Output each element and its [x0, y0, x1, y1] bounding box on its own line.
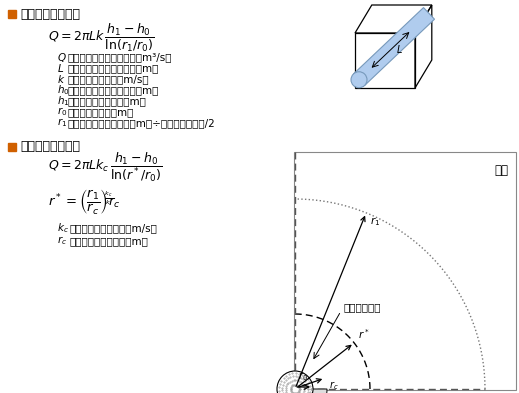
Text: ：要素境界の全水頭（m）: ：要素境界の全水頭（m） [67, 96, 146, 106]
Text: ：改良域までの半径（m）: ：改良域までの半径（m） [69, 236, 148, 246]
Text: $Q$: $Q$ [57, 50, 67, 64]
Text: $r_1$: $r_1$ [370, 215, 380, 228]
Text: $r_c$: $r_c$ [329, 379, 339, 392]
Text: 改良工がある場合: 改良工がある場合 [20, 141, 80, 154]
Text: $r_1$: $r_1$ [57, 117, 67, 129]
Text: ：トンネル半径（m）: ：トンネル半径（m） [67, 107, 133, 117]
Text: $L$: $L$ [57, 62, 64, 74]
Text: $r_0$: $r_0$ [298, 370, 308, 383]
Text: $k_c$: $k_c$ [57, 221, 69, 235]
Text: 仮想トンネル: 仮想トンネル [343, 302, 380, 312]
Text: $r_0$: $r_0$ [57, 106, 67, 118]
Circle shape [277, 371, 313, 393]
Bar [294, 152, 516, 390]
Text: ：改良域の透水係数（m/s）: ：改良域の透水係数（m/s） [69, 223, 157, 233]
Text: 要素: 要素 [494, 164, 508, 177]
Text: ：トンネル中心の全水頭（m）: ：トンネル中心の全水頭（m） [67, 85, 158, 95]
Text: $Q = 2\pi Lk_c\,\dfrac{h_1 - h_0}{\ln(r^* / r_0)}$: $Q = 2\pi Lk_c\,\dfrac{h_1 - h_0}{\ln(r^… [48, 151, 162, 184]
Bar [8, 143, 16, 151]
Bar [8, 10, 16, 18]
Text: $L$: $L$ [395, 42, 402, 55]
Text: $r^* = \left(\dfrac{r_1}{r_c}\right)^{\!\!\frac{k_c}{k}}\!\! r_c$: $r^* = \left(\dfrac{r_1}{r_c}\right)^{\!… [48, 187, 121, 215]
Text: ：要素内のトンネル長さ（m）: ：要素内のトンネル長さ（m） [67, 63, 158, 73]
Text: $k$: $k$ [57, 73, 65, 85]
Text: 改良工が無い場合: 改良工が無い場合 [20, 7, 80, 20]
Text: $r^*$: $r^*$ [358, 327, 370, 341]
Text: ：単位時間あたりの流量（m³/s）: ：単位時間あたりの流量（m³/s） [67, 52, 171, 62]
Text: $Q = 2\pi Lk\,\dfrac{h_1 - h_0}{\ln(r_1 / r_0)}$: $Q = 2\pi Lk\,\dfrac{h_1 - h_0}{\ln(r_1 … [48, 22, 154, 54]
Circle shape [351, 72, 367, 88]
Text: $r_c$: $r_c$ [57, 235, 67, 248]
Text: ：要素の内接円の半径（m）÷要素の最小辺長/2: ：要素の内接円の半径（m）÷要素の最小辺長/2 [67, 118, 215, 128]
Wedge shape [295, 389, 327, 393]
Polygon shape [353, 7, 434, 86]
Text: $h_1$: $h_1$ [57, 94, 70, 108]
Text: ：地盤の透水係数（m/s）: ：地盤の透水係数（m/s） [67, 74, 148, 84]
Text: $h_0$: $h_0$ [57, 83, 70, 97]
